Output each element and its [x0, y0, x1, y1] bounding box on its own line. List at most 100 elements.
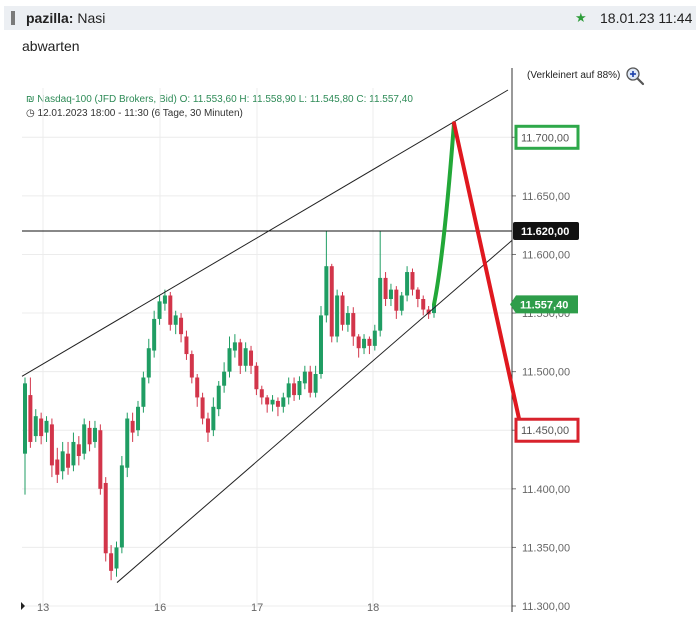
candle-body: [399, 295, 404, 311]
candle-body: [378, 277, 383, 331]
candle-body: [200, 397, 205, 419]
post-header: pazilla: Nasi ★ 18.01.23 11:44: [4, 6, 696, 30]
candle-body: [205, 418, 210, 433]
zoom-note: (Verkleinert auf 88%): [527, 70, 621, 81]
candle-body: [189, 354, 194, 378]
candle-body: [335, 295, 340, 337]
candle-body: [227, 348, 232, 372]
candle-body: [292, 383, 297, 396]
candle-body: [173, 315, 178, 325]
candle-body: [405, 272, 410, 296]
candle-body: [426, 309, 431, 315]
candle-body: [222, 371, 227, 386]
x-tick-label: 16: [154, 602, 166, 614]
candle-body: [270, 399, 275, 405]
candle-body: [71, 441, 76, 466]
y-tick-label: 11.400,00: [522, 484, 570, 496]
candle-body: [87, 427, 92, 445]
chart-legend: ₪ Nasdaq-100 (JFD Brokers, Bid) O: 11.55…: [26, 94, 413, 105]
candle-body: [114, 547, 119, 569]
candle-body: [49, 424, 54, 466]
candle-body: [55, 459, 60, 475]
candle-body: [318, 315, 323, 374]
candle-body: [66, 453, 71, 468]
candle-body: [340, 295, 345, 325]
x-tick-label: 17: [251, 602, 263, 614]
star-icon[interactable]: ★: [575, 10, 587, 25]
candle-body: [297, 381, 302, 396]
candle-body: [232, 342, 237, 351]
candle-body: [308, 371, 313, 393]
candle-body: [76, 444, 81, 457]
y-tick-label: 11.600,00: [522, 249, 570, 261]
candle-body: [410, 272, 415, 290]
candle-body: [367, 338, 372, 346]
instrument-icon: ₪: [26, 94, 35, 105]
projection-down-line: [452, 121, 522, 426]
candle-body: [351, 313, 356, 337]
candle-body: [415, 289, 420, 299]
candle-body: [249, 350, 254, 366]
candle-body: [432, 304, 436, 314]
candle-body: [383, 277, 388, 299]
candle-body: [254, 365, 259, 390]
ohlc-values: O: 11.553,60 H: 11.558,90 L: 11.545,80 C…: [179, 94, 413, 105]
lower-trend-line: [116, 240, 513, 583]
candle-body: [136, 406, 141, 431]
post-user[interactable]: pazilla:: [26, 10, 74, 26]
candle-body: [130, 420, 135, 433]
candle-body: [162, 295, 167, 304]
target-price-box: [514, 417, 580, 443]
candle-body: [216, 385, 221, 410]
target-price-box: [514, 124, 580, 150]
candle-body: [195, 377, 200, 398]
current-price-label: 11.557,40: [520, 299, 568, 311]
candle-body: [275, 400, 280, 407]
candle-body: [92, 427, 97, 442]
candle-body: [82, 424, 87, 454]
zoom-in-icon[interactable]: [625, 66, 645, 86]
candle-body: [238, 342, 243, 366]
candle-body: [324, 266, 329, 316]
candle-body: [281, 397, 286, 407]
candle-body: [345, 313, 350, 325]
post-body: abwarten: [22, 38, 80, 54]
candle-body: [23, 383, 27, 454]
candle-body: [98, 430, 103, 489]
candle-body: [141, 377, 146, 407]
post-subject: Nasi: [77, 10, 106, 26]
candle-body: [329, 266, 334, 337]
instrument-name: Nasdaq-100 (JFD Brokers, Bid): [37, 94, 177, 105]
candle-body: [146, 348, 151, 378]
chart-period: ◷ 12.01.2023 18:00 - 11:30 (6 Tage, 30 M…: [26, 108, 243, 119]
candle-body: [243, 348, 248, 366]
candle-body: [356, 336, 361, 349]
candle-body: [152, 318, 157, 351]
candle-body: [28, 395, 33, 442]
candle-body: [421, 298, 426, 310]
target-price-label: 11.450,00: [521, 425, 569, 437]
candle-body: [259, 389, 264, 398]
candle-body: [362, 338, 367, 349]
candle-body: [372, 330, 377, 346]
candle-body: [394, 289, 399, 311]
projection-up-line: [432, 121, 456, 307]
y-tick-label: 11.650,00: [522, 191, 570, 203]
reference-tag: [513, 222, 579, 241]
candle-body: [103, 482, 108, 554]
candle-body: [157, 301, 162, 319]
candle-body: [39, 418, 44, 437]
period-label: 12.01.2023 18:00 - 11:30 (6 Tage, 30 Min…: [37, 108, 243, 119]
candle-body: [184, 336, 189, 355]
post-date: 18.01.23 11:44: [600, 10, 693, 26]
y-tick-label: 11.500,00: [522, 367, 570, 379]
candle-body: [109, 553, 114, 571]
candle-body: [60, 451, 65, 472]
candle-body: [168, 295, 173, 325]
candle-body: [33, 416, 38, 437]
post-title: pazilla: Nasi: [26, 10, 105, 26]
candle-body: [125, 418, 130, 468]
candle-body: [265, 397, 270, 405]
x-tick-label: 18: [367, 602, 379, 614]
